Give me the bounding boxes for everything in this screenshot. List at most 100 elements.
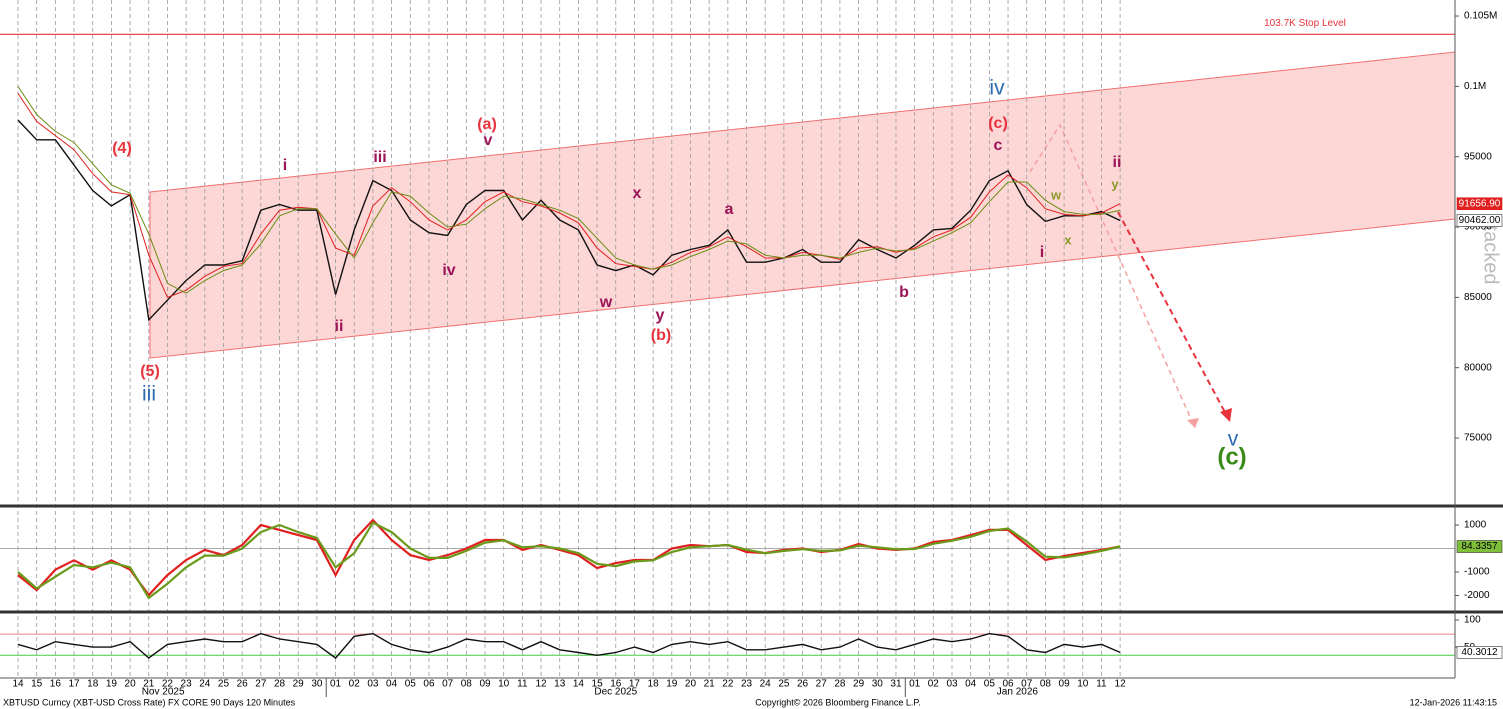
x-tick-label: 24: [199, 679, 211, 690]
wave-label: b: [899, 284, 909, 301]
wave-label: v: [1228, 428, 1239, 451]
x-tick-label: 11: [1096, 679, 1107, 690]
x-tick-label: 29: [293, 679, 305, 690]
wave-label: ii: [1113, 154, 1122, 171]
x-tick-label: 27: [255, 679, 267, 690]
wave-label: x: [633, 185, 642, 202]
x-tick-label: 25: [778, 679, 790, 690]
wave-label: i: [1040, 244, 1044, 261]
x-tick-label: 30: [311, 679, 323, 690]
wave-label: i: [283, 157, 287, 174]
wave-label: (a): [477, 116, 497, 133]
wave-label: ii: [335, 318, 344, 335]
wave-label: c: [994, 137, 1003, 154]
x-tick-label: 03: [367, 679, 379, 690]
x-tick-label: 09: [1059, 679, 1071, 690]
x-tick-label: 20: [685, 679, 697, 690]
value-badge: [1456, 646, 1503, 659]
x-tick-label: 02: [349, 679, 361, 690]
y-tick-label: 75000: [1464, 433, 1492, 444]
month-label: Jan 2026: [997, 687, 1039, 698]
x-tick-label: 24: [760, 679, 772, 690]
wave-label: y: [1111, 176, 1119, 191]
x-tick-label: 05: [405, 679, 417, 690]
y-tick-label: -2000: [1464, 590, 1490, 601]
value-badge: [1456, 214, 1503, 227]
x-tick-label: 28: [274, 679, 286, 690]
wave-label: (c): [988, 115, 1008, 132]
y-tick-label: 0.105M: [1464, 11, 1497, 22]
wave-label: x: [1064, 232, 1072, 247]
y-tick-label: 90000: [1464, 222, 1492, 233]
x-tick-label: 21: [143, 679, 155, 690]
x-tick-label: 21: [704, 679, 716, 690]
x-tick-label: 25: [218, 679, 230, 690]
y-tick-label: 1000: [1464, 520, 1487, 531]
y-tick-label: 95000: [1464, 151, 1492, 162]
x-tick-label: 14: [573, 679, 585, 690]
x-tick-label: 05: [984, 679, 996, 690]
x-tick-label: 10: [498, 679, 510, 690]
projection-path: [1029, 123, 1196, 429]
value-badge-label: 40.3012: [1461, 647, 1498, 658]
x-tick-label: 15: [31, 679, 43, 690]
x-tick-label: 07: [442, 679, 454, 690]
x-tick-label: 07: [1021, 679, 1033, 690]
x-tick-label: 19: [666, 679, 678, 690]
x-tick-label: 18: [87, 679, 99, 690]
arrow-head: [1187, 418, 1199, 428]
x-tick-label: 26: [797, 679, 809, 690]
x-tick-label: 08: [1040, 679, 1052, 690]
wave-label: iv: [989, 77, 1005, 100]
y-tick-label: 0.1M: [1464, 81, 1486, 92]
x-tick-label: 01: [330, 679, 342, 690]
value-badge: [1456, 197, 1503, 211]
x-tick-label: 22: [162, 679, 174, 690]
y-tick-label: 100: [1464, 615, 1481, 626]
plot: [0, 33, 1455, 659]
x-tick-label: 17: [629, 679, 641, 690]
x-tick-label: 18: [648, 679, 660, 690]
x-tick-label: 23: [181, 679, 193, 690]
x-tick-label: 13: [554, 679, 566, 690]
value-badge-label: 84.3357: [1461, 541, 1498, 552]
value-badge-label: 90462.00: [1459, 215, 1501, 226]
x-tick-label: 19: [106, 679, 118, 690]
month-label: Nov 2025: [142, 687, 185, 698]
wave-label: (c): [1217, 443, 1246, 470]
series-line: [17, 632, 1121, 659]
month-label: Dec 2025: [594, 687, 637, 698]
wave-label: iv: [442, 262, 455, 279]
x-tick-label: 14: [12, 679, 24, 690]
x-tick-label: 01: [909, 679, 921, 690]
value-badge-label: 91656.90: [1459, 198, 1501, 209]
x-tick-label: 06: [423, 679, 435, 690]
x-tick-label: 22: [722, 679, 734, 690]
x-tick-label: 16: [50, 679, 62, 690]
series-line: [17, 119, 1121, 322]
x-tick-label: 26: [237, 679, 249, 690]
wave-label: iii: [142, 383, 156, 406]
projection-arrow: [1117, 211, 1229, 419]
value-badge: [1456, 540, 1503, 553]
x-tick-label: 04: [386, 679, 398, 690]
x-tick-label: 11: [517, 679, 528, 690]
x-tick-label: 06: [1002, 679, 1014, 690]
x-tick-label: 17: [68, 679, 80, 690]
x-tick-label: 20: [125, 679, 137, 690]
x-tick-label: 23: [741, 679, 753, 690]
x-tick-label: 12: [535, 679, 547, 690]
series-line: [17, 518, 1121, 597]
series-line: [17, 93, 1121, 299]
y-tick-label: 85000: [1464, 292, 1492, 303]
wave-label: a: [725, 201, 734, 218]
x-tick-label: 10: [1077, 679, 1089, 690]
x-tick-label: 27: [816, 679, 828, 690]
wave-label: v: [484, 132, 493, 149]
x-tick-label: 02: [928, 679, 940, 690]
x-tick-label: 31: [890, 679, 902, 690]
x-tick-label: 04: [965, 679, 977, 690]
x-tick-label: 28: [834, 679, 846, 690]
watermark: tacked: [1480, 226, 1502, 285]
